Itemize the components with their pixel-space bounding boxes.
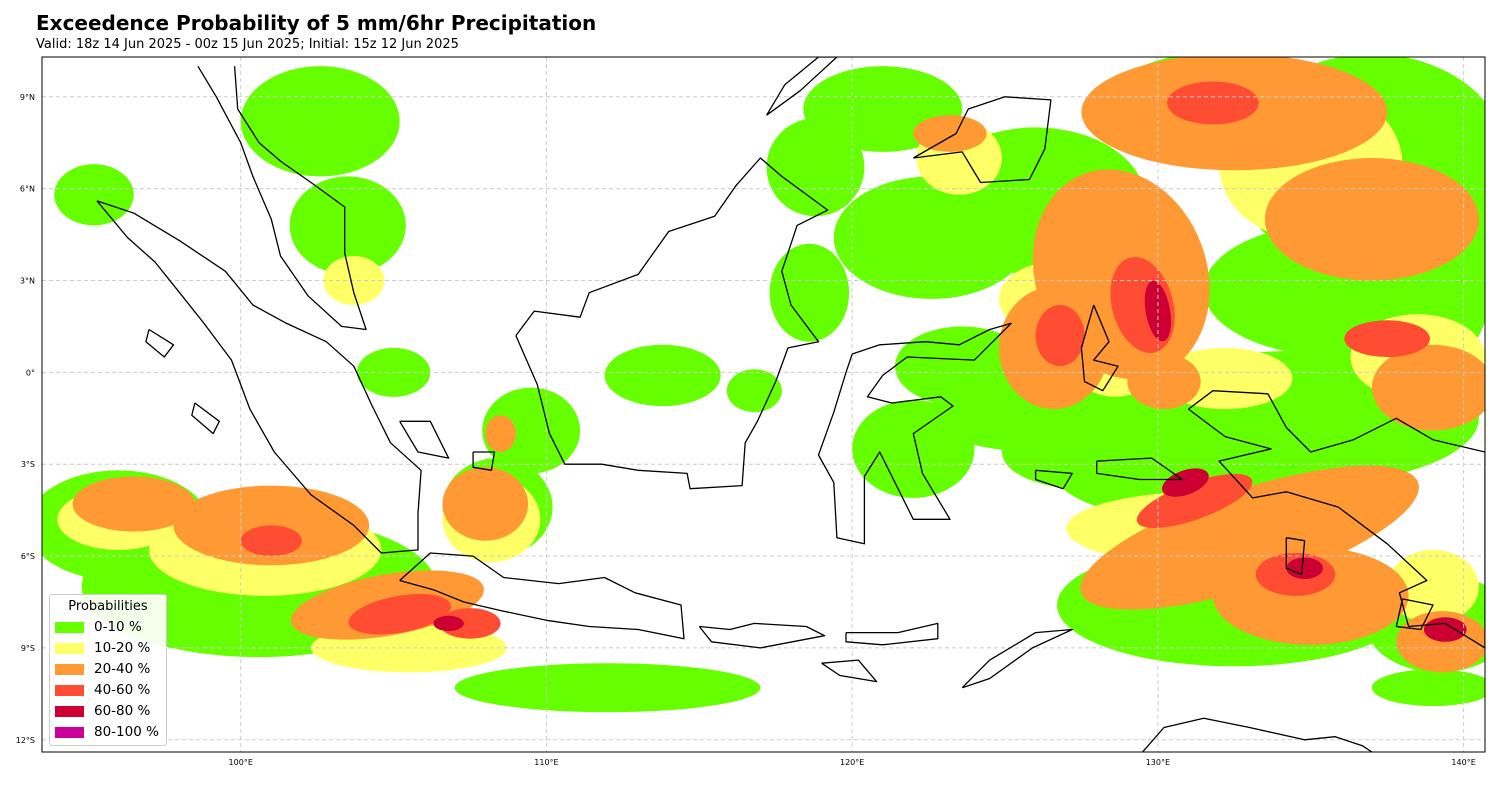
probability-patch xyxy=(1162,468,1209,497)
graticule xyxy=(42,57,1485,752)
legend-label: 10-20 % xyxy=(94,640,151,656)
lat-tick-label: 12°S xyxy=(16,736,35,745)
probability-patch xyxy=(1286,557,1323,580)
coastline xyxy=(191,402,220,435)
probability-patch xyxy=(604,344,721,407)
probability-patch xyxy=(1371,669,1485,707)
coastlines xyxy=(96,57,1485,752)
probability-patch xyxy=(1127,353,1201,410)
legend-item: 0-10 % xyxy=(55,619,165,637)
coastline xyxy=(96,200,422,554)
coastline xyxy=(1096,457,1183,481)
probability-patch xyxy=(1387,549,1479,624)
legend: Probabilities 0-10 % 10-20 % 20-40 % 40-… xyxy=(49,594,167,746)
lat-tick-label: 9°S xyxy=(21,644,35,653)
probability-patch xyxy=(1080,465,1419,610)
probability-patch xyxy=(726,369,782,413)
lat-tick-label: 9°N xyxy=(20,93,35,102)
legend-swatch xyxy=(55,727,84,738)
coastline xyxy=(1188,390,1485,649)
coastline xyxy=(912,96,1052,184)
coastline xyxy=(472,451,496,471)
legend-label: 80-100 % xyxy=(94,724,159,740)
legend-label: 0-10 % xyxy=(94,619,142,635)
probability-patch xyxy=(240,525,302,557)
lat-tick-label: 3°N xyxy=(20,277,35,286)
probability-patch xyxy=(852,399,975,498)
axis-tick-labels: 100°E 110°E 120°E 130°E 140°E 9°N 6°N 3°N 0° 3°S 6… xyxy=(16,93,1476,767)
probability-patch xyxy=(72,476,195,532)
lon-tick-label: 130°E xyxy=(1146,758,1170,767)
map-subtitle: Valid: 18z 14 Jun 2025 - 00z 15 Jun 2025… xyxy=(36,37,459,52)
lat-tick-label: 6°S xyxy=(21,552,35,561)
legend-swatch xyxy=(55,664,84,675)
coastline xyxy=(698,622,826,649)
probability-patch xyxy=(1167,81,1259,125)
legend-label: 40-60 % xyxy=(94,682,151,698)
coastline xyxy=(845,622,939,646)
map-frame xyxy=(41,56,1486,753)
coastline xyxy=(1395,598,1434,631)
probability-patch xyxy=(433,615,464,632)
legend-swatch xyxy=(55,706,84,717)
probability-patch xyxy=(1423,617,1467,642)
lon-tick-label: 140°E xyxy=(1451,758,1475,767)
legend-label: 20-40 % xyxy=(94,661,151,677)
probability-patch xyxy=(1344,320,1430,358)
probability-patch xyxy=(1371,344,1485,431)
probability-patch xyxy=(348,594,451,635)
lon-tick-label: 100°E xyxy=(229,758,253,767)
legend-item: 80-100 % xyxy=(55,724,165,742)
probability-patch xyxy=(485,415,516,452)
coastline xyxy=(1080,304,1119,392)
probability-patch xyxy=(289,176,406,275)
probability-patch xyxy=(1264,158,1479,281)
probability-field xyxy=(42,57,1485,713)
legend-swatch xyxy=(55,685,84,696)
probability-patch xyxy=(442,467,529,541)
lat-tick-label: 0° xyxy=(26,368,35,377)
coastline xyxy=(821,659,878,683)
probability-patch xyxy=(1035,304,1085,367)
lon-tick-label: 110°E xyxy=(534,758,558,767)
legend-swatch xyxy=(55,643,84,654)
lon-tick-label: 120°E xyxy=(840,758,864,767)
coastline xyxy=(961,628,1073,689)
lat-tick-label: 3°S xyxy=(21,460,35,469)
lat-tick-label: 6°N xyxy=(20,185,35,194)
coastline xyxy=(817,322,1012,545)
coastline xyxy=(1285,537,1306,576)
probability-patch xyxy=(454,663,761,713)
probability-patch xyxy=(439,608,501,639)
probability-patch xyxy=(482,387,581,474)
coastline xyxy=(515,157,829,490)
probability-patch xyxy=(1136,473,1253,529)
probability-patch xyxy=(1001,415,1161,489)
probability-patch xyxy=(769,243,850,342)
legend-item: 20-40 % xyxy=(55,661,165,679)
coastline xyxy=(766,57,838,116)
coastline xyxy=(1142,717,1373,752)
legend-item: 60-80 % xyxy=(55,703,165,721)
legend-title: Probabilities xyxy=(68,599,148,614)
coastline xyxy=(399,420,450,459)
legend-item: 10-20 % xyxy=(55,640,165,658)
coastline xyxy=(145,328,175,358)
probability-patch xyxy=(173,485,370,566)
coastline xyxy=(399,552,685,640)
coastline xyxy=(197,65,367,331)
legend-swatch xyxy=(55,622,84,633)
legend-item: 40-60 % xyxy=(55,682,165,700)
legend-label: 60-80 % xyxy=(94,703,151,719)
probability-patch xyxy=(54,164,134,226)
map-title: Exceedence Probability of 5 mm/6hr Preci… xyxy=(36,11,597,35)
probability-patch xyxy=(240,66,400,177)
coastline xyxy=(1034,469,1073,490)
probability-patch xyxy=(913,115,987,152)
probability-patch xyxy=(833,176,1030,299)
